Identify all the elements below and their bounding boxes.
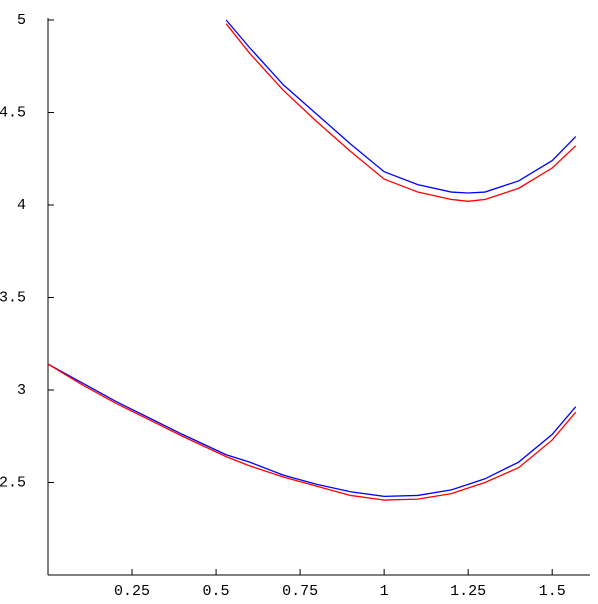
x-tick-label: 0.75 (282, 583, 318, 600)
y-tick-label: 4 (17, 197, 26, 214)
y-tick-label: 4.5 (0, 104, 26, 121)
series-line (225, 19, 577, 194)
y-tick-label: 3.5 (0, 289, 26, 306)
y-tick-label: 5 (17, 12, 26, 29)
y-tick-label: 2.5 (0, 474, 26, 491)
x-tick-label: 0.25 (114, 583, 150, 600)
y-tick-label: 3 (17, 382, 26, 399)
series-line (47, 363, 577, 498)
series-line (47, 363, 577, 501)
x-tick-label: 0.5 (203, 583, 230, 600)
series-line (225, 23, 577, 202)
x-tick-label: 1.25 (450, 583, 486, 600)
x-tick-label: 1 (380, 583, 389, 600)
x-tick-label: 1.5 (539, 583, 566, 600)
